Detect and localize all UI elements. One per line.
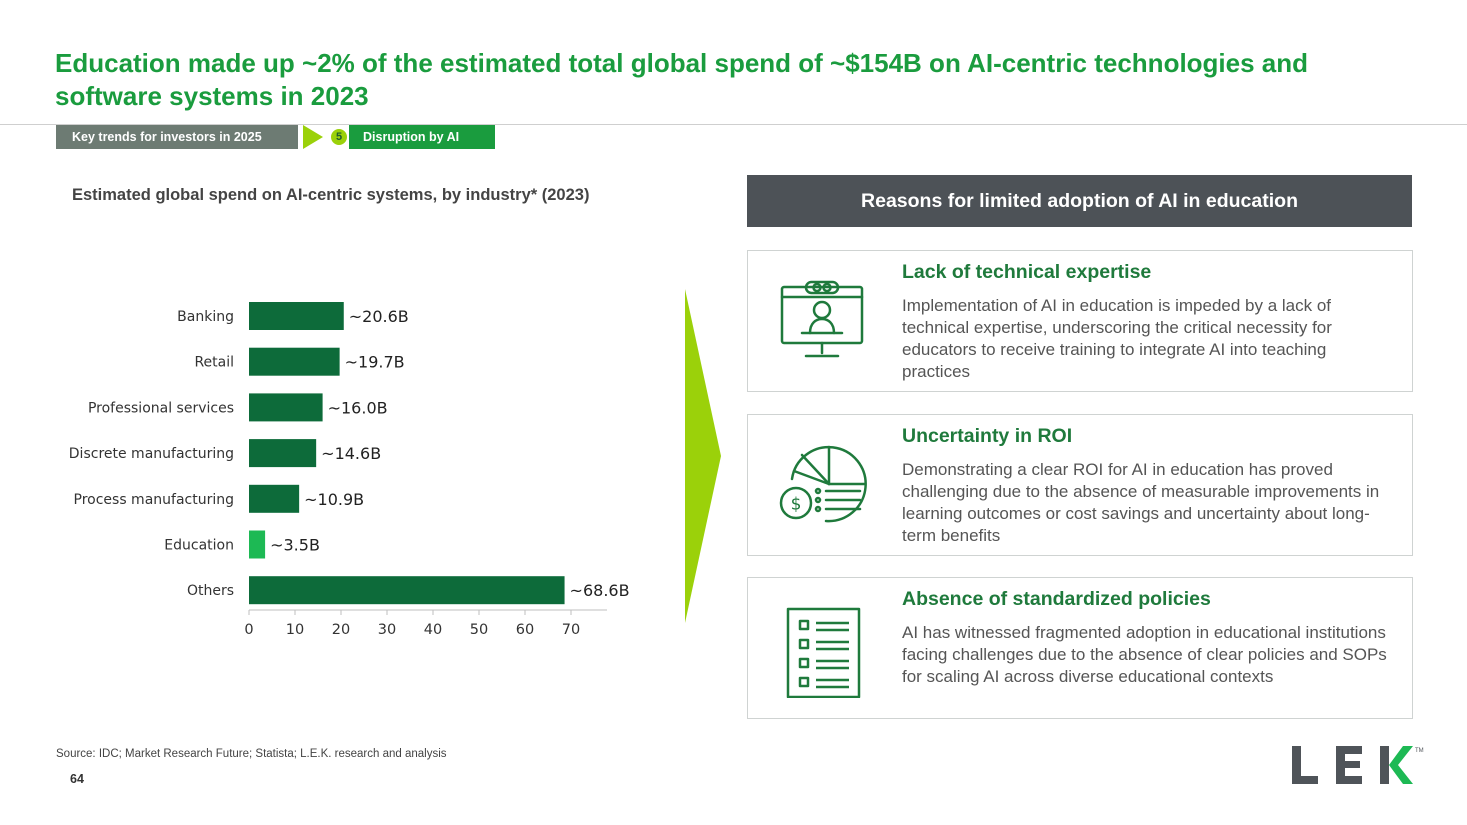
x-tick-label: 50 (470, 622, 488, 638)
x-tick-label: 30 (378, 622, 396, 638)
source-note: Source: IDC; Market Research Future; Sta… (56, 748, 447, 760)
value-label: ~16.0B (328, 398, 388, 417)
reason-title: Uncertainty in ROI (902, 425, 1073, 447)
category-label: Professional services (88, 400, 234, 416)
bar (249, 484, 300, 513)
value-label: ~20.6B (349, 307, 409, 326)
bar (249, 439, 317, 468)
pie-chart-dollar-icon: $ (779, 445, 867, 523)
title-divider (0, 124, 1467, 125)
value-label: ~14.6B (321, 444, 381, 463)
reason-text: AI has witnessed fragmented adoption in … (902, 623, 1387, 686)
category-label: Process manufacturing (74, 492, 235, 508)
reason-card-roi: $ Uncertainty in ROI Demonstrating a cle… (747, 414, 1413, 556)
x-tick-label: 70 (562, 622, 580, 638)
value-label: ~10.9B (304, 490, 364, 509)
page-number: 64 (70, 772, 84, 786)
breadcrumb-arrow-icon (303, 125, 323, 149)
reason-text: Implementation of AI in education is imp… (902, 296, 1332, 381)
bar (249, 347, 340, 376)
x-tick-label: 60 (516, 622, 534, 638)
x-tick-label: 20 (332, 622, 350, 638)
page-title: Education made up ~2% of the estimated t… (55, 48, 1309, 111)
computer-user-icon (780, 280, 864, 358)
chart-title: Estimated global spend on AI-centric sys… (72, 186, 590, 204)
chevron-arrow-icon (685, 289, 721, 623)
value-label: ~68.6B (570, 581, 630, 600)
lek-logo: TM (1292, 746, 1424, 784)
category-label: Retail (194, 355, 234, 371)
category-label: Education (164, 538, 234, 554)
breadcrumb-section: Key trends for investors in 2025 (56, 125, 298, 149)
logo-tm: TM (1415, 748, 1424, 754)
checklist-icon (786, 607, 861, 698)
value-label: ~3.5B (270, 536, 320, 555)
category-label: Others (187, 583, 234, 599)
reason-title: Lack of technical expertise (902, 261, 1152, 283)
reason-title: Absence of standardized policies (902, 588, 1211, 610)
bar (249, 302, 344, 330)
breadcrumb-topic: Disruption by AI (349, 125, 495, 149)
category-label: Discrete manufacturing (69, 446, 234, 462)
reason-text: Demonstrating a clear ROI for AI in educ… (902, 460, 1380, 545)
reason-card-policies: Absence of standardized policies AI has … (747, 577, 1413, 719)
bar-chart: Banking ~20.6B Retail ~19.7B Professional se… (69, 302, 630, 638)
bar (249, 393, 323, 422)
category-label: Banking (177, 309, 234, 325)
svg-text:$: $ (791, 495, 802, 515)
reasons-header: Reasons for limited adoption of AI in ed… (747, 175, 1412, 227)
bar (249, 576, 565, 605)
breadcrumb-number: 5 (329, 127, 349, 147)
bar (249, 530, 266, 559)
x-tick-label: 0 (244, 622, 253, 638)
x-tick-label: 10 (286, 622, 304, 638)
value-label: ~19.7B (345, 353, 405, 372)
x-tick-label: 40 (424, 622, 442, 638)
reason-card-technical-expertise: Lack of technical expertise Implementati… (747, 250, 1413, 392)
